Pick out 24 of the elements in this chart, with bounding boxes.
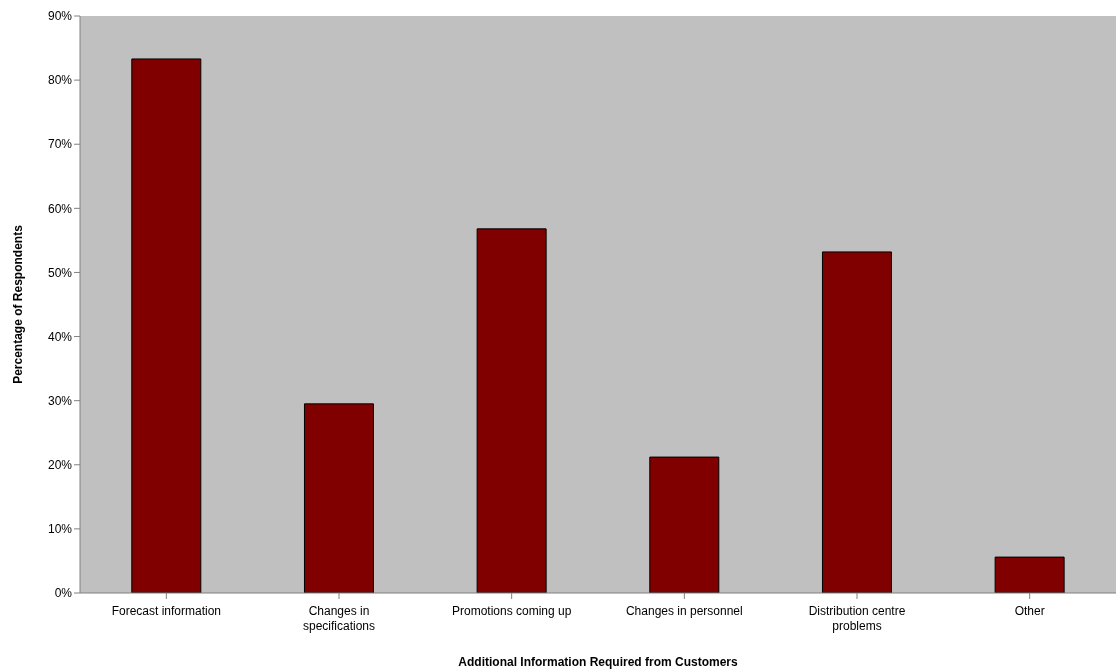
bar — [994, 556, 1065, 593]
x-tick-label: Forecast information — [111, 604, 222, 618]
bar — [131, 58, 202, 593]
x-tick-label: Promotions coming up — [451, 604, 572, 618]
y-tick-label: 80% — [47, 73, 73, 88]
x-axis-title: Additional Information Required from Customers — [458, 655, 738, 669]
y-tick-label: 60% — [47, 201, 73, 216]
y-tick-label: 30% — [47, 393, 73, 408]
bar — [821, 251, 892, 593]
y-tick-label: 10% — [47, 522, 73, 537]
y-tick-label: 50% — [47, 265, 73, 280]
x-tick-label: Changes in specifications — [302, 604, 376, 633]
y-tick-label: 90% — [47, 9, 73, 24]
y-tick-label: 0% — [54, 586, 73, 601]
bar — [303, 403, 374, 593]
x-tick-label: Distribution centre problems — [808, 604, 906, 633]
y-tick-label: 40% — [47, 329, 73, 344]
x-tick-label: Changes in personnel — [625, 604, 743, 618]
x-tick-label: Other — [1014, 604, 1045, 618]
bar — [649, 456, 720, 593]
y-tick-label: 20% — [47, 458, 73, 473]
y-axis-title: Percentage of Respondents — [11, 224, 26, 384]
y-tick-label: 70% — [47, 137, 73, 152]
bar — [476, 228, 547, 593]
